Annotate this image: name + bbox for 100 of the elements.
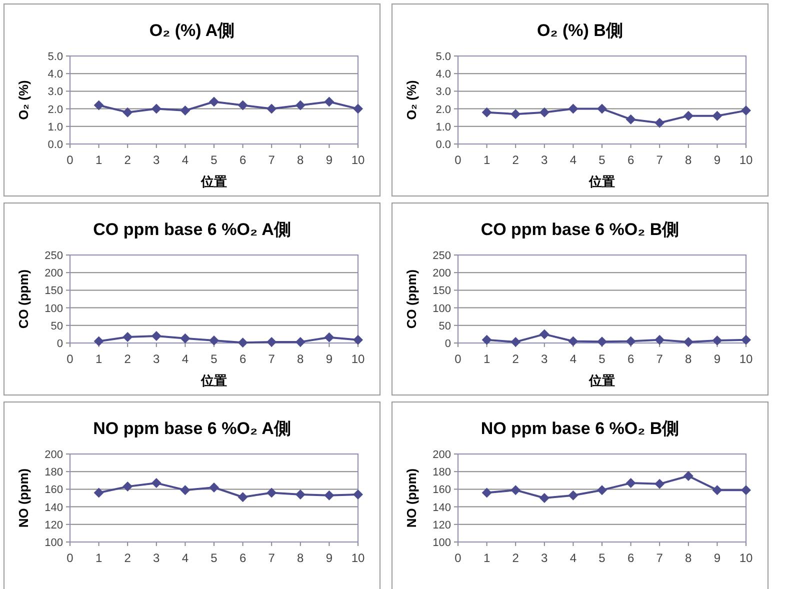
point <box>568 104 578 114</box>
point <box>94 336 104 346</box>
point <box>568 336 578 346</box>
point <box>209 336 219 346</box>
chart-title: CO ppm base 6 %O₂ A側 <box>93 220 291 239</box>
x-tick-label: 1 <box>483 153 490 167</box>
y-axis-title: O₂ (%) <box>16 80 31 120</box>
point <box>539 329 550 340</box>
point <box>238 100 248 110</box>
y-tick-label: 200 <box>44 268 63 280</box>
x-tick-label: 7 <box>268 352 276 366</box>
y-axis-title: NO (ppm) <box>404 468 419 528</box>
point <box>482 334 492 345</box>
point <box>712 336 722 346</box>
point <box>654 118 665 128</box>
point <box>180 333 190 344</box>
x-tick-label: 9 <box>714 551 721 565</box>
x-tick-label: 1 <box>483 352 490 366</box>
point <box>209 96 219 107</box>
point <box>597 336 607 347</box>
x-tick-label: 6 <box>239 153 246 167</box>
x-tick-label: 6 <box>239 352 246 366</box>
y-tick-label: 0 <box>444 338 451 350</box>
y-tick-label: 100 <box>44 537 63 549</box>
x-tick-label: 3 <box>541 551 548 565</box>
x-tick-label: 7 <box>268 551 276 565</box>
y-tick-label: 200 <box>432 449 451 461</box>
point <box>266 104 277 114</box>
y-tick-label: 160 <box>432 484 451 496</box>
point <box>568 490 578 500</box>
y-tick-label: 180 <box>44 466 63 479</box>
x-tick-label: 10 <box>739 153 753 167</box>
x-tick-label: 6 <box>627 551 634 565</box>
x-tick-label: 9 <box>714 153 721 167</box>
y-tick-label: 200 <box>44 449 63 461</box>
y-tick-label: 1.0 <box>48 121 63 134</box>
x-tick-label: 3 <box>153 551 160 565</box>
x-tick-label: 9 <box>326 153 333 167</box>
y-tick-label: 3.0 <box>48 86 63 98</box>
x-tick-label: 8 <box>297 551 304 565</box>
point <box>238 492 248 502</box>
point <box>295 489 306 500</box>
x-tick-label: 7 <box>268 153 276 167</box>
point <box>324 490 334 500</box>
x-tick-label: 4 <box>570 551 577 565</box>
x-tick-label: 7 <box>656 352 664 366</box>
x-tick-label: 10 <box>351 153 365 167</box>
y-tick-label: 250 <box>432 250 451 262</box>
x-tick-label: 1 <box>95 551 102 565</box>
point <box>712 110 722 121</box>
point <box>266 488 277 498</box>
x-tick-label: 2 <box>124 551 132 565</box>
x-tick-label: 10 <box>739 352 753 366</box>
y-axis-title: CO (ppm) <box>404 269 419 329</box>
y-tick-label: 150 <box>44 285 63 298</box>
x-tick-label: 7 <box>656 153 664 167</box>
x-axis-title: 位置 <box>588 174 615 189</box>
x-tick-label: 9 <box>326 352 333 366</box>
point <box>180 106 190 116</box>
x-tick-label: 8 <box>685 352 692 366</box>
x-tick-label: 2 <box>124 352 132 366</box>
point <box>94 100 104 110</box>
y-tick-label: 2.0 <box>436 104 451 116</box>
y-tick-label: 4.0 <box>48 68 63 81</box>
point <box>539 107 550 118</box>
point <box>295 336 306 347</box>
point <box>209 482 219 492</box>
point <box>597 485 607 496</box>
x-tick-label: 9 <box>714 352 721 366</box>
x-tick-label: 4 <box>182 153 189 167</box>
chart-title: NO ppm base 6 %O₂ B側 <box>480 419 680 438</box>
x-tick-label: 6 <box>239 551 246 565</box>
x-tick-label: 5 <box>210 551 218 565</box>
x-tick-label: 8 <box>685 551 692 565</box>
y-tick-label: 160 <box>44 484 63 496</box>
x-tick-label: 0 <box>454 352 462 366</box>
point <box>180 485 190 496</box>
x-tick-label: 5 <box>598 551 606 565</box>
x-tick-label: 5 <box>598 153 606 167</box>
x-tick-label: 0 <box>66 352 74 366</box>
point <box>510 485 521 496</box>
x-axis-title: 位置 <box>200 373 227 388</box>
x-tick-label: 4 <box>182 352 189 366</box>
point <box>151 104 162 114</box>
point <box>94 488 104 498</box>
y-tick-label: 120 <box>44 519 63 532</box>
y-tick-label: 3.0 <box>436 86 451 98</box>
x-tick-label: 1 <box>483 551 490 565</box>
point <box>324 332 334 342</box>
y-tick-label: 0.0 <box>48 139 63 151</box>
chart-title: CO ppm base 6 %O₂ B側 <box>480 220 680 239</box>
point <box>122 107 133 118</box>
y-tick-label: 0 <box>56 338 63 350</box>
x-tick-label: 5 <box>210 352 218 366</box>
x-tick-label: 2 <box>512 352 520 366</box>
x-tick-label: 0 <box>454 153 462 167</box>
x-tick-label: 4 <box>570 153 577 167</box>
point <box>626 336 636 346</box>
y-tick-label: 180 <box>432 466 451 479</box>
point <box>626 478 636 488</box>
